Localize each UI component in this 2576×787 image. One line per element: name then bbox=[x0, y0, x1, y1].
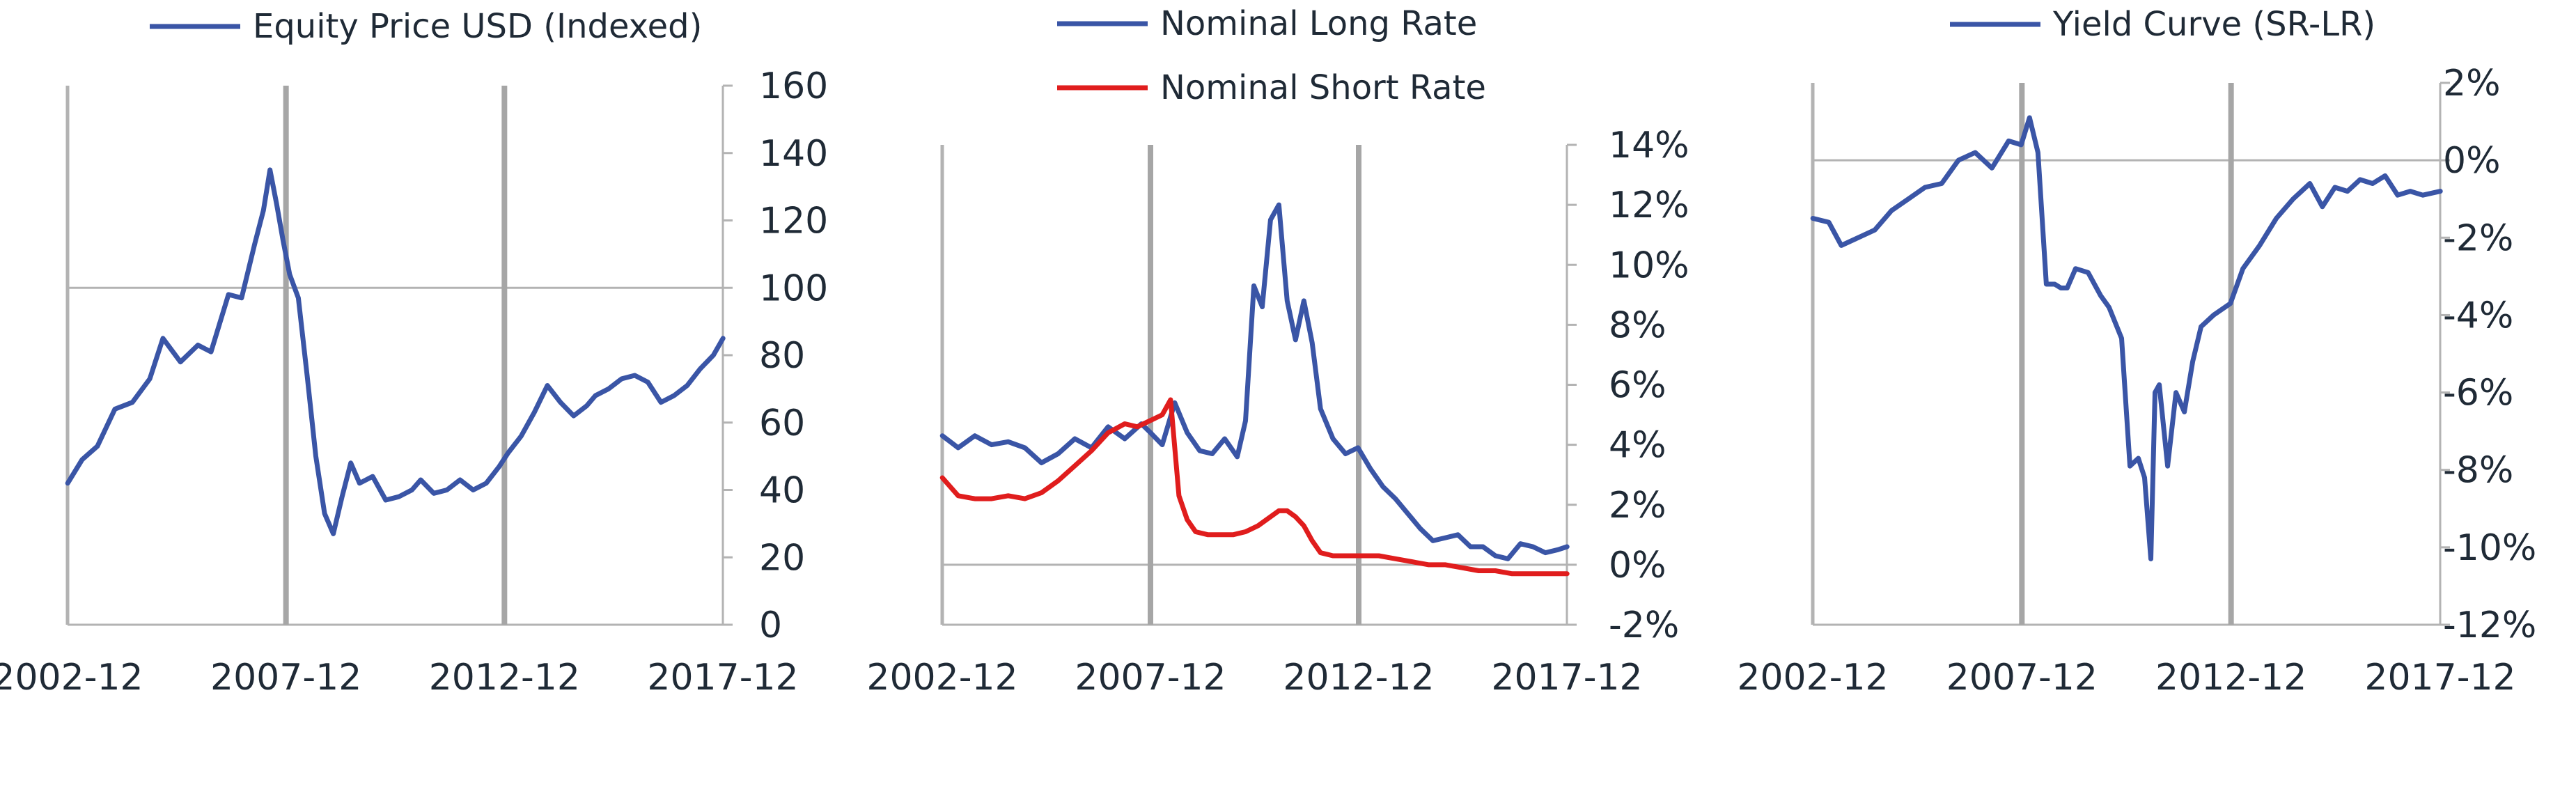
x-tick-label: 2017-12 bbox=[2364, 657, 2515, 699]
chart-panel-2: -2% 0% 2% 4% 6% 8% 10% 12% 14% 2002-12 2007-12 2012… bbox=[866, 4, 1689, 699]
y-tick-label: 160 bbox=[759, 65, 828, 107]
chart-panel-1: 0 20 40 60 80 100 120 140 160 2002-12 2007-12 2012-… bbox=[0, 7, 828, 699]
y-tick-label: -2% bbox=[2443, 217, 2513, 259]
y-tick-label: 2% bbox=[1609, 485, 1666, 527]
y-tick-label: 80 bbox=[759, 335, 805, 377]
y-tick-label: 60 bbox=[759, 403, 805, 444]
series-line-nominal-long-rate bbox=[939, 202, 1570, 561]
y-tick-label: 8% bbox=[1609, 304, 1666, 346]
x-tick-label: 2007-12 bbox=[210, 657, 361, 699]
y-tick-label: -8% bbox=[2443, 450, 2513, 492]
y-tick-label: 120 bbox=[759, 201, 828, 242]
y-tick-label: 140 bbox=[759, 133, 828, 175]
x-tick-label: 2002-12 bbox=[866, 657, 1017, 699]
series-line-equity-price-usd-indexed bbox=[65, 167, 726, 536]
legend-label: Nominal Long Rate bbox=[1160, 4, 1477, 43]
y-tick-label: -2% bbox=[1609, 605, 1679, 646]
y-tick-label: 10% bbox=[1609, 244, 1689, 286]
y-tick-label: 40 bbox=[759, 470, 805, 512]
x-tick-label: 2012-12 bbox=[1283, 657, 1434, 699]
y-tick-label: 6% bbox=[1609, 365, 1666, 407]
y-tick-label: 0% bbox=[2443, 140, 2501, 182]
y-tick-label: 100 bbox=[759, 267, 828, 309]
x-tick-label: 2007-12 bbox=[1075, 657, 1226, 699]
x-tick-label: 2017-12 bbox=[1491, 657, 1642, 699]
x-tick-label: 2012-12 bbox=[429, 657, 580, 699]
y-tick-label: 20 bbox=[759, 537, 805, 579]
series-line-yield-curve-sr-lr bbox=[1810, 115, 2443, 561]
x-tick-label: 2007-12 bbox=[1946, 657, 2098, 699]
x-tick-label: 2017-12 bbox=[647, 657, 798, 699]
y-tick-label: -4% bbox=[2443, 295, 2513, 336]
y-tick-label: -6% bbox=[2443, 373, 2513, 414]
x-tick-label: 2002-12 bbox=[0, 657, 143, 699]
x-tick-label: 2012-12 bbox=[2155, 657, 2306, 699]
series-line-nominal-short-rate bbox=[939, 397, 1570, 577]
y-tick-label: 0% bbox=[1609, 545, 1666, 586]
legend-label: Nominal Short Rate bbox=[1160, 68, 1486, 107]
y-tick-label: -10% bbox=[2443, 527, 2536, 569]
y-tick-label: 14% bbox=[1609, 125, 1689, 166]
y-tick-label: 0 bbox=[759, 605, 782, 646]
y-tick-label: 2% bbox=[2443, 63, 2501, 104]
y-tick-label: 4% bbox=[1609, 425, 1666, 467]
legend-label: Yield Curve (SR-LR) bbox=[2052, 5, 2375, 44]
y-tick-label: 12% bbox=[1609, 185, 1689, 226]
chart-panel-3: -12% -10% -8% -6% -4% -2% 0% 2% 2002-12 2007-12 20… bbox=[1737, 5, 2536, 699]
y-tick-label: -12% bbox=[2443, 605, 2536, 646]
x-tick-label: 2002-12 bbox=[1737, 657, 1888, 699]
legend-label: Equity Price USD (Indexed) bbox=[253, 7, 702, 46]
